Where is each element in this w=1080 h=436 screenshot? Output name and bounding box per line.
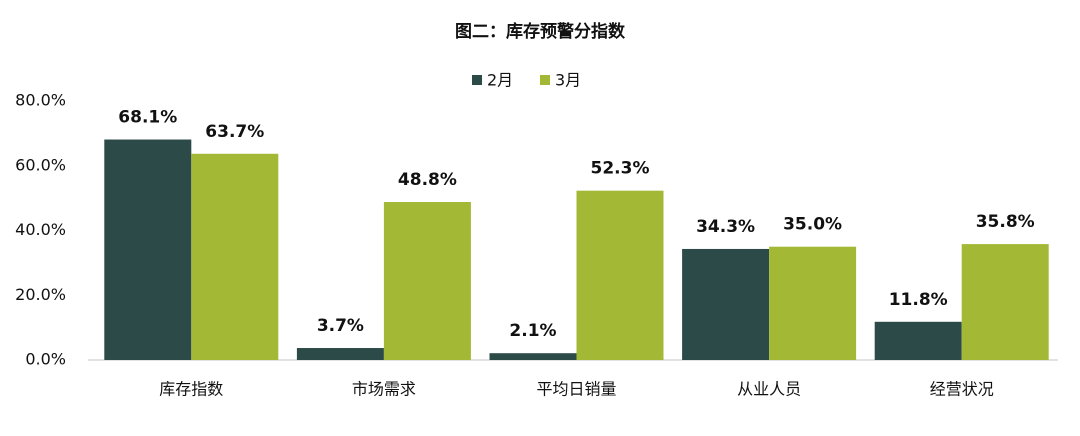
value-label: 68.1% [118, 108, 177, 128]
bar [296, 348, 384, 360]
value-label: 34.3% [696, 217, 755, 237]
legend-swatch [540, 75, 550, 85]
value-label: 35.0% [783, 215, 842, 235]
x-tick-label: 经营状况 [930, 380, 994, 399]
y-tick-label: 60.0% [15, 155, 66, 174]
bar [576, 190, 664, 360]
value-label: 3.7% [317, 316, 364, 336]
value-label: 63.7% [205, 122, 264, 142]
x-tick-label: 从业人员 [737, 380, 801, 399]
bar [191, 153, 279, 360]
value-label: 48.8% [398, 170, 457, 190]
bar [383, 202, 471, 360]
y-tick-label: 40.0% [15, 220, 66, 239]
y-tick-label: 80.0% [15, 91, 66, 110]
chart-title: 图二：库存预警分指数 [455, 21, 626, 42]
value-label: 11.8% [889, 290, 948, 310]
bar [489, 353, 577, 360]
value-label: 2.1% [509, 321, 556, 341]
y-tick-label: 0.0% [25, 350, 66, 369]
value-label: 35.8% [976, 212, 1035, 232]
bar [682, 248, 770, 360]
bar [874, 321, 962, 360]
bar [961, 244, 1049, 360]
legend-swatch [472, 75, 482, 85]
bar [769, 246, 857, 360]
legend-label: 2月 [487, 71, 513, 90]
bar [104, 139, 192, 360]
y-tick-label: 20.0% [15, 285, 66, 304]
legend-label: 3月 [555, 71, 581, 90]
value-label: 52.3% [591, 159, 650, 179]
x-tick-label: 库存指数 [159, 380, 223, 399]
x-tick-label: 平均日销量 [536, 380, 616, 399]
x-tick-label: 市场需求 [352, 380, 416, 399]
